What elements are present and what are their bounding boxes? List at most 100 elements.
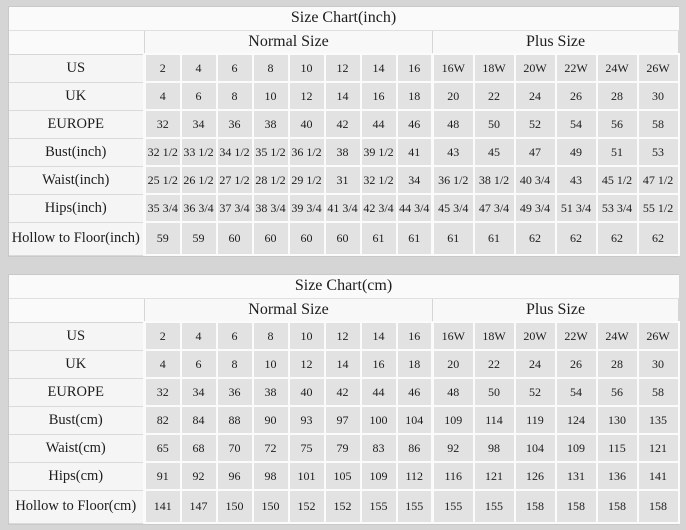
size-cell: 25 1/2 bbox=[143, 165, 182, 195]
size-cell: 90 bbox=[251, 405, 290, 435]
size-cell: 104 bbox=[395, 405, 434, 435]
size-cell: 124 bbox=[554, 405, 598, 435]
size-cell: 14 bbox=[323, 81, 362, 111]
size-cell: 18W bbox=[472, 53, 516, 83]
size-cell: 4 bbox=[143, 349, 182, 379]
corner-cell bbox=[8, 298, 145, 323]
size-cell: 8 bbox=[215, 81, 254, 111]
size-cell: 141 bbox=[636, 461, 680, 491]
size-cell: 10 bbox=[287, 53, 326, 83]
size-cell: 45 bbox=[472, 137, 516, 167]
row-label: Hips(inch) bbox=[8, 194, 146, 223]
size-cell: 20 bbox=[431, 349, 475, 379]
plus-size-header: Plus Size bbox=[431, 29, 680, 55]
size-cell: 150 bbox=[251, 489, 290, 524]
size-cell: 58 bbox=[636, 377, 680, 407]
size-cell: 28 1/2 bbox=[251, 165, 290, 195]
size-cell: 150 bbox=[215, 489, 254, 524]
size-cell: 158 bbox=[636, 489, 680, 524]
size-chart-inch-table: Size Chart(inch) Normal Size Plus Size U… bbox=[7, 6, 680, 257]
size-cell: 131 bbox=[554, 461, 598, 491]
size-cell: 54 bbox=[554, 109, 598, 139]
row-label: Waist(cm) bbox=[8, 434, 146, 463]
size-cell: 12 bbox=[323, 53, 362, 83]
size-cell: 26W bbox=[636, 53, 680, 83]
size-cell: 158 bbox=[595, 489, 639, 524]
size-cell: 32 1/2 bbox=[359, 165, 398, 195]
size-cell: 47 bbox=[513, 137, 557, 167]
table-title-cm: Size Chart(cm) bbox=[8, 275, 679, 299]
size-cell: 41 bbox=[395, 137, 434, 167]
row-label: US bbox=[8, 322, 146, 351]
size-cell: 93 bbox=[287, 405, 326, 435]
size-cell: 4 bbox=[179, 53, 218, 83]
size-cell: 16W bbox=[431, 53, 475, 83]
table-row: Hollow to Floor(cm) 141 147 150 150 152 152 155… bbox=[8, 489, 680, 524]
size-cell: 135 bbox=[636, 405, 680, 435]
size-cell: 45 1/2 bbox=[595, 165, 639, 195]
size-cell: 51 3/4 bbox=[554, 193, 598, 223]
size-cell: 114 bbox=[472, 405, 516, 435]
size-cell: 26 1/2 bbox=[179, 165, 218, 195]
size-cell: 22W bbox=[554, 321, 598, 351]
row-label: UK bbox=[8, 82, 146, 111]
size-cell: 60 bbox=[251, 221, 290, 256]
size-cell: 56 bbox=[595, 109, 639, 139]
size-cell: 40 bbox=[287, 109, 326, 139]
size-cell: 121 bbox=[472, 461, 516, 491]
size-cell: 28 bbox=[595, 81, 639, 111]
row-label: Waist(inch) bbox=[8, 166, 146, 195]
size-cell: 24 bbox=[513, 81, 557, 111]
size-cell: 52 bbox=[513, 109, 557, 139]
size-cell: 44 bbox=[359, 377, 398, 407]
size-cell: 39 3/4 bbox=[287, 193, 326, 223]
table-row: UK 4 6 8 10 12 14 16 18 20 22 24 26 28 30 bbox=[8, 81, 680, 111]
size-cell: 136 bbox=[595, 461, 639, 491]
size-chart-inch: Size Chart(inch) Normal Size Plus Size U… bbox=[8, 7, 680, 256]
size-cell: 18 bbox=[395, 81, 434, 111]
row-label: EUROPE bbox=[8, 378, 146, 407]
size-cell: 36 bbox=[215, 377, 254, 407]
table-row: Bust(inch) 32 1/2 33 1/2 34 1/2 35 1/2 36 1/2… bbox=[8, 137, 680, 167]
size-cell: 6 bbox=[179, 81, 218, 111]
size-cell: 88 bbox=[215, 405, 254, 435]
size-cell: 46 bbox=[395, 377, 434, 407]
size-cell: 38 bbox=[251, 377, 290, 407]
size-cell: 35 1/2 bbox=[251, 137, 290, 167]
size-cell: 49 3/4 bbox=[513, 193, 557, 223]
size-cell: 16 bbox=[395, 53, 434, 83]
size-cell: 28 bbox=[595, 349, 639, 379]
size-cell: 32 bbox=[143, 109, 182, 139]
size-cell: 43 bbox=[431, 137, 475, 167]
size-cell: 59 bbox=[143, 221, 182, 256]
row-label: UK bbox=[8, 350, 146, 379]
size-cell: 98 bbox=[472, 433, 516, 463]
row-label: EUROPE bbox=[8, 110, 146, 139]
table-row: Hollow to Floor(inch) 59 59 60 60 60 60 61 61 61 6… bbox=[8, 221, 680, 256]
table-row: EUROPE 32 34 36 38 40 42 44 46 48 50 52 54 56 58 bbox=[8, 377, 680, 407]
size-cell: 130 bbox=[595, 405, 639, 435]
size-cell: 42 3/4 bbox=[359, 193, 398, 223]
size-chart-cm: Size Chart(cm) Normal Size Plus Size US 2… bbox=[8, 275, 680, 524]
size-cell: 18 bbox=[395, 349, 434, 379]
size-cell: 35 3/4 bbox=[143, 193, 182, 223]
row-label: US bbox=[8, 54, 146, 83]
size-cell: 121 bbox=[636, 433, 680, 463]
size-cell: 38 1/2 bbox=[472, 165, 516, 195]
size-cell: 20W bbox=[513, 321, 557, 351]
size-cell: 36 bbox=[215, 109, 254, 139]
size-cell: 6 bbox=[215, 321, 254, 351]
size-cell: 53 bbox=[636, 137, 680, 167]
size-cell: 2 bbox=[143, 53, 182, 83]
size-cell: 46 bbox=[395, 109, 434, 139]
size-cell: 155 bbox=[431, 489, 475, 524]
size-cell: 52 bbox=[513, 377, 557, 407]
size-cell: 22 bbox=[472, 81, 516, 111]
size-cell: 34 bbox=[179, 109, 218, 139]
size-cell: 61 bbox=[359, 221, 398, 256]
size-cell: 41 3/4 bbox=[323, 193, 362, 223]
size-cell: 60 bbox=[287, 221, 326, 256]
size-cell: 62 bbox=[595, 221, 639, 256]
size-cell: 155 bbox=[359, 489, 398, 524]
size-cell: 51 bbox=[595, 137, 639, 167]
